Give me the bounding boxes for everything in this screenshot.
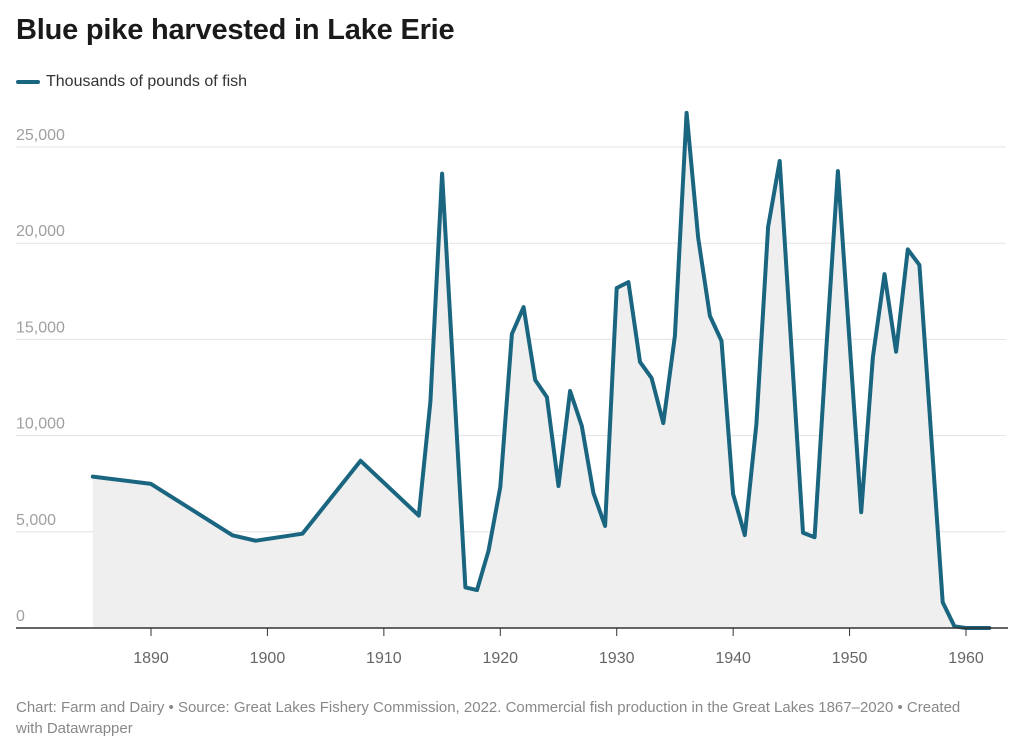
y-tick-label: 5,000 [16,512,56,529]
data-point: 1961: 0 [976,626,980,630]
data-point: 1918: 1970 [475,588,479,592]
data-point: 1926: 12320 [568,389,572,393]
data-point: 1930: 17670 [615,286,619,290]
data-point: 1917: 2110 [463,585,467,589]
data-point: 1954: 14360 [894,350,898,354]
data-point: 1914: 11760 [428,400,432,404]
x-tick-label: 1950 [832,650,868,667]
data-point: 1913: 5840 [417,514,421,518]
data-point: 1942: 10600 [754,422,758,426]
data-point: 1908: 8690 [359,459,363,463]
y-tick-label: 10,000 [16,416,65,433]
x-tick-label: 1930 [599,650,635,667]
x-tick-label: 1900 [250,650,286,667]
data-point: 1890: 7490 [149,482,153,486]
data-point: 1951: 6020 [859,510,863,514]
data-point: 1928: 7020 [591,491,595,495]
chart-footer: Chart: Farm and Dairy • Source: Great La… [16,699,961,737]
data-point: 1948: 14500 [824,347,828,351]
data-point: 1946: 4950 [801,531,805,535]
data-point: 1903: 4900 [300,532,304,536]
data-point: 1944: 24270 [778,159,782,163]
data-point: 1958: 1340 [941,600,945,604]
data-point: 1952: 14090 [871,355,875,359]
data-point: 1940: 6960 [731,492,735,496]
data-point: 1941: 4830 [743,533,747,537]
data-point: 1938: 16220 [708,314,712,318]
data-point: 1953: 18390 [883,272,887,276]
y-tick-label: 0 [16,608,25,625]
data-point: 1920: 7330 [498,485,502,489]
data-point: 1934: 10650 [661,421,665,425]
chart-title: Blue pike harvested in Lake Erie [16,14,455,46]
data-point: 1931: 17980 [626,280,630,284]
data-point: 1933: 12990 [650,376,654,380]
data-point: 1935: 15180 [673,334,677,338]
legend: Thousands of pounds of fish [16,73,247,91]
y-tick-label: 15,000 [16,319,65,336]
series-area [92,112,990,628]
data-point: 1949: 23750 [836,169,840,173]
data-point: 1885: 7870 [91,475,95,479]
data-point: 1919: 4030 [487,548,491,552]
data-point: 1932: 13830 [638,360,642,364]
data-point: 1962: 0 [987,626,991,630]
data-point: 1943: 20840 [766,225,770,229]
data-point: 1929: 5300 [603,524,607,528]
data-point: 1936: 26770 [685,111,689,115]
series-line [90,110,992,630]
data-point: 1921: 15280 [510,332,514,336]
y-tick-label: 20,000 [16,223,65,240]
x-tick-label: 1920 [482,650,518,667]
x-tick-label: 1890 [133,650,169,667]
data-point: 1925: 7380 [557,484,561,488]
legend-swatch [16,80,40,84]
data-point: 1955: 19680 [906,247,910,251]
x-tick-label: 1910 [366,650,402,667]
data-point: 1959: 90 [952,624,956,628]
data-point: 1927: 10500 [580,424,584,428]
x-tick-label: 1960 [948,650,984,667]
data-point: 1899: 4540 [254,539,258,543]
data-point: 1897: 4820 [231,533,235,537]
y-tick-label: 25,000 [16,127,65,144]
data-point: 1924: 12000 [545,395,549,399]
data-point: 1922: 16680 [522,305,526,309]
data-point: 1915: 23620 [440,172,444,176]
x-tick-label: 1940 [715,650,751,667]
data-point: 1937: 20270 [696,236,700,240]
data-point: 1939: 14920 [720,339,724,343]
data-point: 1923: 12890 [533,378,537,382]
data-point: 1947: 4720 [813,535,817,539]
legend-label: Thousands of pounds of fish [46,73,248,90]
data-point: 1956: 18870 [917,263,921,267]
